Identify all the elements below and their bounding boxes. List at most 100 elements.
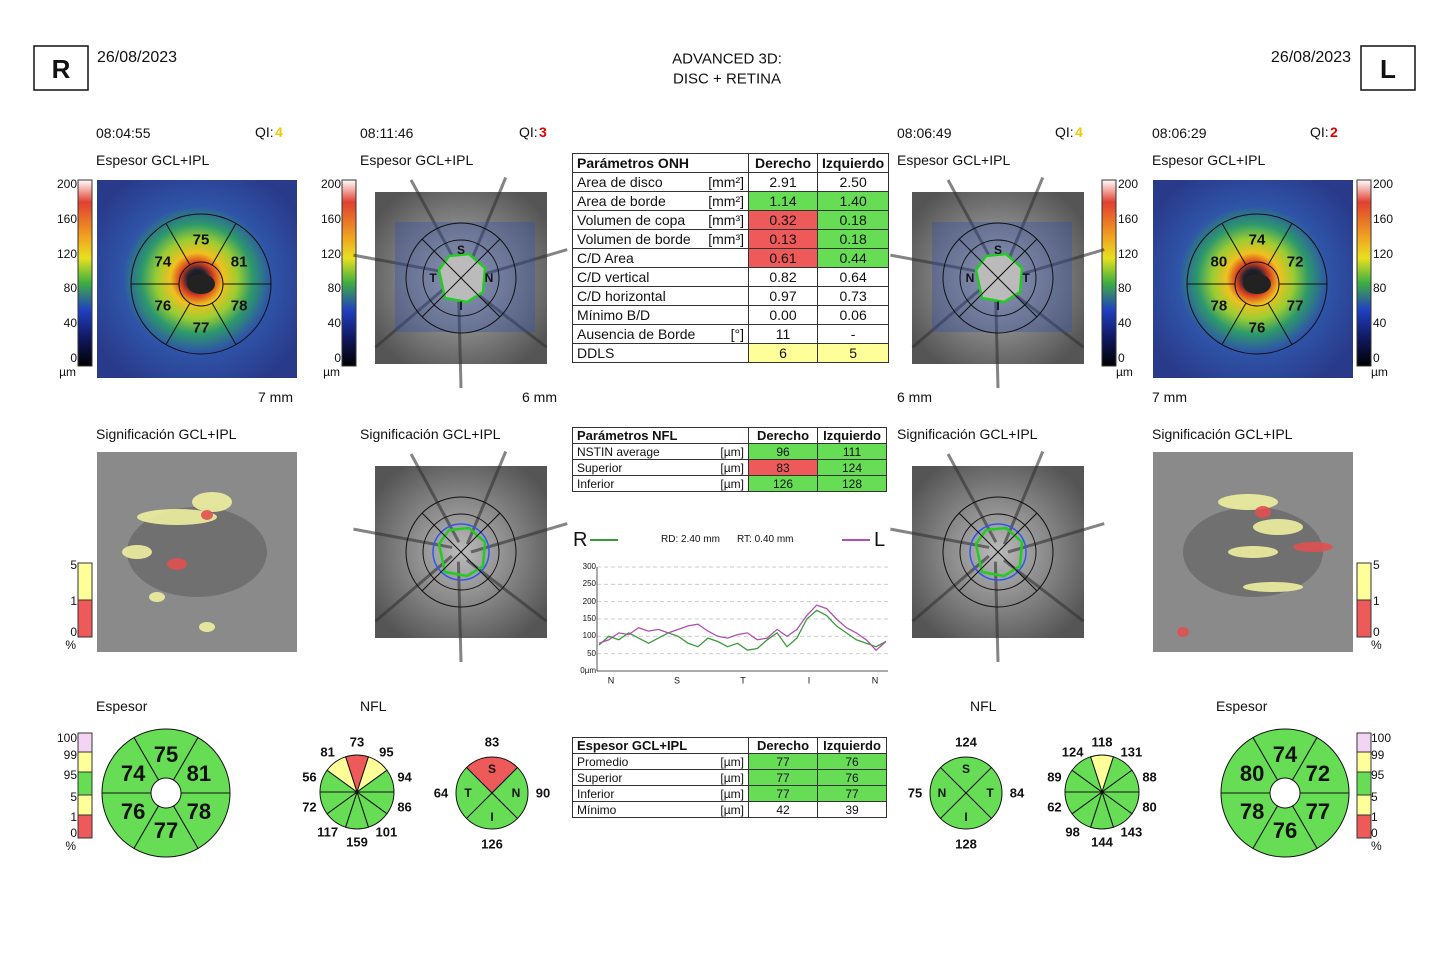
vessel: [465, 558, 548, 623]
scale-unit: %: [1371, 638, 1382, 652]
row-unit: [mm²]: [708, 193, 744, 209]
section-title: Espesor: [96, 698, 148, 714]
scan-size: 7 mm: [258, 389, 293, 405]
significance-blob: [1177, 627, 1189, 637]
scale-tick: 1: [70, 594, 77, 608]
sector-value: 76: [120, 799, 146, 824]
scale-tick: 100: [1371, 731, 1392, 745]
scan-time: 08:06:49: [897, 125, 952, 141]
disc-letter: T: [429, 271, 437, 285]
table-cell: 1.14: [748, 191, 818, 211]
colorbar-tick: 0: [70, 351, 77, 365]
table-cell: 76: [817, 753, 887, 770]
table-row: Superior [µm] 83 124: [572, 459, 887, 476]
table-cell: Derecho: [748, 737, 818, 754]
vessel: [374, 280, 453, 349]
espesor-sector: [1291, 736, 1350, 794]
clock-value: 159: [346, 834, 368, 850]
row-name: Volumen de borde: [577, 231, 691, 247]
table-cell: -: [816, 324, 890, 344]
row-label: Mínimo B/D: [577, 307, 744, 323]
quadrant-letter: I: [964, 810, 968, 824]
legend-label: L: [874, 529, 886, 551]
vessel: [1002, 176, 1045, 271]
grid-ring: [422, 239, 500, 317]
table-cell: 0.00: [748, 305, 818, 325]
significance-blob: [149, 592, 165, 602]
quadrant-value: 75: [907, 785, 923, 801]
section-title: Espesor: [1216, 698, 1268, 714]
row-name: Inferior: [577, 786, 615, 801]
scale-tick: 5: [70, 558, 77, 572]
colorbar-tick: 120: [1373, 246, 1394, 261]
graph-note: RT: 0.40 mm: [737, 534, 794, 545]
vessel: [470, 522, 568, 554]
eye-label: L: [1380, 54, 1396, 84]
quadrant-letter: N: [511, 786, 521, 800]
disc-letter: T: [1022, 271, 1030, 285]
table-cell: Mínimo B/D: [572, 305, 749, 325]
sector-value: 77: [192, 319, 210, 337]
colorbar-tick: 200: [1118, 177, 1139, 191]
vessel: [470, 248, 568, 280]
grid-spoke: [1221, 302, 1247, 345]
grid-spoke: [165, 223, 191, 266]
clock-value: 62: [1047, 799, 1062, 815]
significance-blob: [122, 545, 152, 559]
table-cell: 11: [748, 324, 818, 344]
table-cell: Izquierdo: [817, 427, 887, 444]
eye-box: [1360, 45, 1416, 91]
clock-value: 117: [317, 824, 339, 840]
report-title: ADVANCED 3D:: [672, 50, 782, 68]
row-name: C/D vertical: [577, 269, 650, 285]
colorbar-tick: 40: [1373, 316, 1387, 331]
scale-tick: 99: [1371, 748, 1385, 762]
scale-tick: 99: [63, 748, 77, 762]
sector-value: 75: [153, 742, 179, 767]
quadrant-value: 84: [1009, 785, 1025, 801]
table-cell: Derecho: [748, 153, 818, 173]
row-name: Promedio: [577, 754, 629, 769]
vessel: [456, 561, 463, 663]
colorbar-tick: 160: [1373, 211, 1394, 226]
table-cell: 77: [748, 785, 818, 802]
qi-value: 2: [1330, 124, 1338, 140]
row-label: Ausencia de Borde [°]: [577, 326, 744, 342]
grid-spoke: [421, 512, 501, 592]
scan-size: 6 mm: [897, 389, 932, 405]
significance-title: Significación GCL+IPL: [360, 426, 501, 442]
sector-value: 76: [1248, 319, 1266, 337]
y-tick-label: 150: [582, 614, 596, 623]
clock-sector: [326, 756, 358, 793]
percentile-band: [77, 794, 93, 816]
scale-tick: 5: [1371, 790, 1378, 804]
thickness-colorbar: [1101, 179, 1117, 367]
fovea: [187, 274, 215, 294]
colorbar-tick: 120: [56, 246, 77, 261]
cup-ring: [432, 523, 490, 581]
vessel: [465, 450, 508, 545]
row-name: NSTIN average: [577, 444, 660, 459]
table-cell: Volumen de borde [mm³]: [572, 229, 749, 249]
table-cell: 0.64: [816, 267, 890, 287]
table-row: C/D vertical 0.82 0.64: [572, 267, 890, 287]
clock-value: 88: [1142, 769, 1157, 785]
x-tick-label: N: [607, 675, 615, 686]
parameter-table: Espesor GCL+IPL Derecho Izquierdo Promedio[…: [572, 737, 887, 818]
vessel: [409, 179, 461, 269]
grid-spoke: [165, 302, 191, 345]
table-row: Volumen de copa [mm³] 0.32 0.18: [572, 210, 890, 230]
sector-value: 78: [1239, 799, 1265, 824]
significance-blob: [137, 509, 217, 525]
sector-value: 72: [1305, 761, 1331, 786]
x-tick-label: I: [807, 675, 811, 686]
row-unit: [mm³]: [708, 212, 744, 228]
table-row: Area de borde [mm²] 1.14 1.40: [572, 191, 890, 211]
row-name: Volumen de copa: [577, 212, 686, 228]
row-label: Promedio [µm]: [577, 755, 744, 769]
row-unit: [mm²]: [708, 174, 744, 190]
disc-letter: S: [456, 243, 466, 257]
espesor-sector: [172, 736, 231, 794]
row-unit: [°]: [730, 326, 744, 342]
grid-ring: [405, 496, 517, 608]
